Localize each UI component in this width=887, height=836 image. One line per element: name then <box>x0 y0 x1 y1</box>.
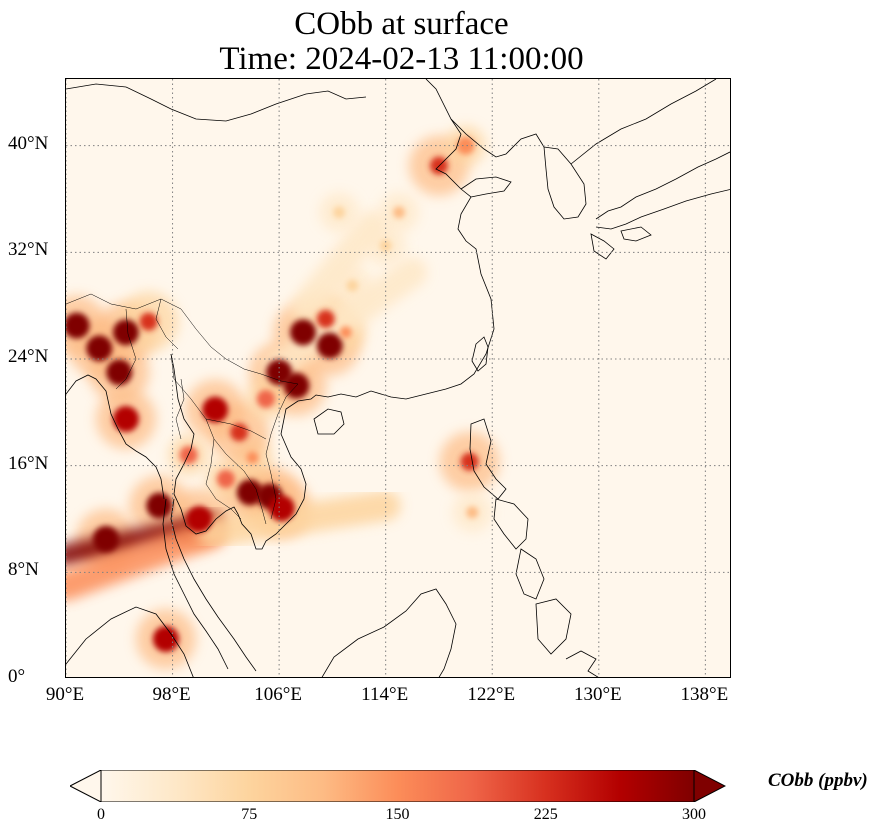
latitude-tick-label: 0° <box>8 666 26 687</box>
fire-hotspot <box>92 526 119 552</box>
fire-hotspot <box>202 396 229 423</box>
fire-hotspot <box>466 506 479 519</box>
smoke-plumes <box>66 210 428 601</box>
colorbar-tick-label: 300 <box>682 806 706 823</box>
fire-hotspot <box>316 332 343 359</box>
colorbar-tick-label: 225 <box>533 806 558 823</box>
latitude-tick-label: 24°N <box>8 346 49 367</box>
fire-hotspot <box>216 470 235 488</box>
smoke-plume <box>264 257 428 381</box>
longitude-tick-label: 98°E <box>152 684 191 705</box>
map-canvas <box>66 79 730 677</box>
country-borders <box>66 293 299 525</box>
fire-hotspot <box>268 495 295 522</box>
fire-hotspot <box>139 312 158 331</box>
fire-hotspot <box>246 451 259 464</box>
latitude-tick-label: 32°N <box>8 239 49 261</box>
fire-hotspot <box>456 136 475 155</box>
fire-hotspot <box>393 206 405 219</box>
fire-hotspot <box>186 506 213 532</box>
fire-hotspot <box>333 206 346 219</box>
fire-hotspot <box>290 319 317 346</box>
latitude-tick-label: 8°N <box>8 559 39 581</box>
colorbar-tick-label: 0 <box>97 806 105 823</box>
fire-hotspot <box>146 492 173 519</box>
fire-hotspot <box>112 406 139 432</box>
longitude-tick-label: 138°E <box>680 684 729 705</box>
fire-hotspot <box>112 319 139 346</box>
colorbar <box>70 770 726 802</box>
colorbar-tick-label: 150 <box>385 806 410 823</box>
colorbar-extend-low <box>70 770 102 802</box>
fire-hotspot <box>460 452 479 471</box>
colorbar-title: CObb (ppbv) <box>768 770 868 791</box>
longitude-tick-label: 122°E <box>467 684 516 705</box>
map-time-subtitle: Time: 2024-02-13 11:00:00 <box>219 41 584 77</box>
latitude-tick-label: 40°N <box>8 132 49 154</box>
fire-hotspot <box>86 335 113 362</box>
fire-hotspots <box>66 136 479 652</box>
fire-hotspot <box>316 310 335 328</box>
colorbar-tick-label: 75 <box>241 806 258 823</box>
fire-hotspot <box>106 359 133 386</box>
map-panel <box>65 78 731 678</box>
colorbar-extend-high <box>693 770 726 802</box>
map-title: CObb at surface <box>294 6 509 42</box>
fire-hotspot <box>152 626 179 652</box>
smoke-plume <box>290 210 388 321</box>
fire-hotspot <box>66 312 90 339</box>
fire-hotspot <box>256 390 275 408</box>
longitude-tick-label: 114°E <box>361 684 409 705</box>
graticule <box>66 79 730 677</box>
longitude-tick-label: 90°E <box>45 684 85 705</box>
fire-hotspot <box>339 326 352 339</box>
fire-hotspot <box>236 479 263 506</box>
smoke-plume <box>197 490 401 548</box>
fire-hotspot <box>230 423 249 442</box>
fire-hotspot <box>346 279 359 292</box>
smoke-plume <box>66 517 228 601</box>
latitude-tick-label: 16°N <box>8 452 49 474</box>
coastlines <box>66 79 730 677</box>
concentration-haze <box>66 125 500 669</box>
longitude-tick-label: 130°E <box>573 684 622 705</box>
colorbar-gradient <box>100 770 695 802</box>
longitude-tick-label: 106°E <box>254 684 302 705</box>
